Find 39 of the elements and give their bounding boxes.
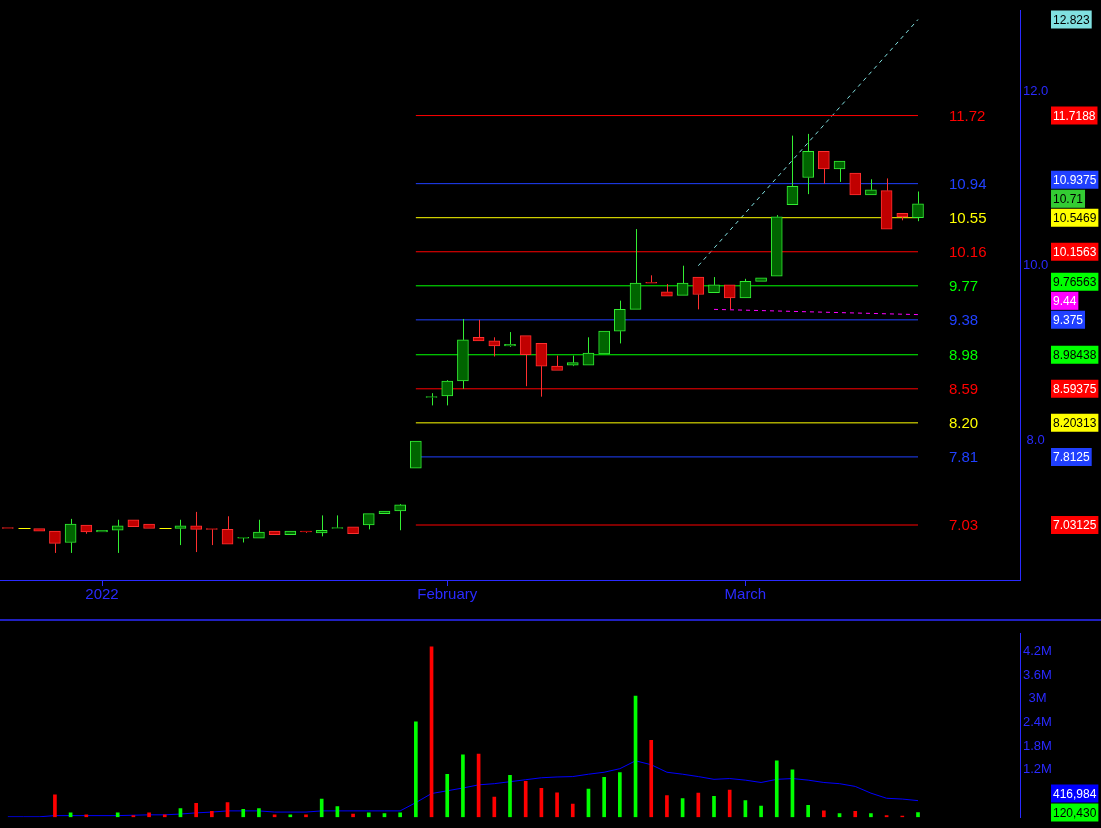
text: 12.823 — [1053, 12, 1091, 27]
text: 10.9375 — [1053, 173, 1097, 188]
text: 7.8125 — [1053, 450, 1091, 465]
x-tick-label: February — [417, 585, 478, 603]
text: 7.03125 — [1053, 518, 1097, 533]
y-tick-label: 10.0 — [1022, 257, 1049, 273]
text: 8.98438 — [1053, 348, 1097, 363]
y-tick-label: 8.0 — [1026, 431, 1045, 447]
x-tick-label: 2022 — [85, 585, 119, 603]
y-tick-label: 1.2M — [1023, 761, 1052, 777]
text: 9.76563 — [1053, 275, 1097, 290]
y-tick-label: 4.2M — [1023, 643, 1052, 659]
text: 11.7188 — [1053, 108, 1096, 123]
text: 11.72 — [949, 106, 986, 124]
y-tick-label: 12.0 — [1022, 82, 1049, 98]
y-tick-label: 1.8M — [1023, 737, 1052, 753]
y-tick-label: 3.6M — [1023, 666, 1052, 682]
text: 8.59 — [949, 379, 979, 397]
text: 8.59375 — [1053, 382, 1097, 397]
text: 8.20 — [949, 414, 979, 431]
y-tick-label: 3M — [1028, 690, 1047, 706]
x-tick-label: March — [724, 585, 767, 603]
text: 10.1563 — [1053, 245, 1097, 260]
text: 9.77 — [949, 276, 979, 294]
text: 8.20313 — [1053, 416, 1097, 431]
text: 416,984 — [1053, 786, 1097, 801]
text: 10.5469 — [1053, 211, 1097, 226]
text: 10.16 — [949, 242, 987, 260]
text: 9.38 — [949, 310, 979, 328]
text: 8.98 — [949, 345, 979, 363]
text: 9.375 — [1053, 313, 1084, 328]
text: 7.81 — [949, 448, 979, 466]
text: 9.44 — [1053, 294, 1077, 309]
text: 10.55 — [949, 208, 987, 226]
text: 120,430 — [1053, 805, 1097, 820]
text: 10.94 — [949, 174, 987, 192]
text: 10.71 — [1053, 192, 1084, 207]
text: 7.03 — [949, 516, 979, 534]
y-tick-label: 2.4M — [1023, 714, 1052, 730]
